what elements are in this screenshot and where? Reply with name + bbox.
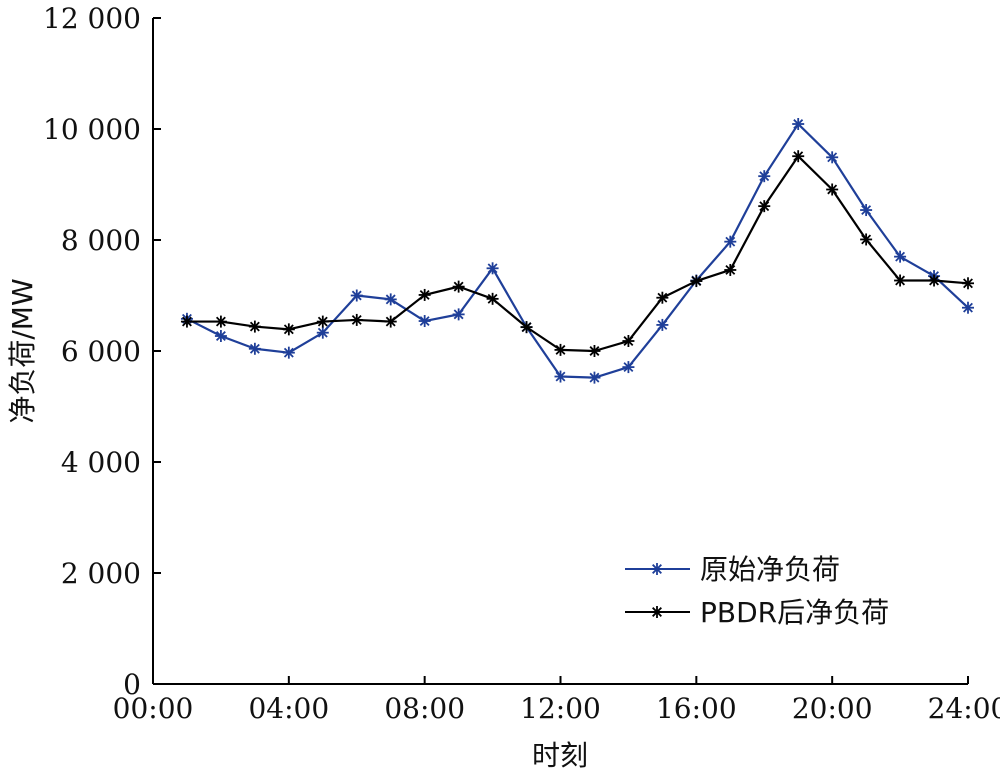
x-tick-label-6: 24:00 [928, 692, 1000, 725]
series-0-point-17 [758, 170, 771, 183]
series-1-point-17 [758, 200, 771, 213]
series-line-1 [186, 155, 969, 353]
series-1-point-1 [214, 315, 227, 328]
y-tick-label-3: 6 000 [61, 335, 141, 368]
series-1-point-20 [860, 233, 873, 246]
series-1-point-10 [520, 321, 533, 334]
x-axis-title: 时刻 [532, 739, 588, 772]
series-0-point-23 [962, 301, 974, 314]
legend-label-pbdr: PBDR后净负荷 [700, 596, 889, 629]
series-1-point-0 [180, 315, 193, 328]
y-tick-label-6: 12 000 [43, 2, 141, 35]
legend-marker-pbdr [651, 606, 663, 618]
series-1-point-16 [724, 263, 737, 276]
series-0-point-13 [622, 361, 635, 374]
series-0-point-11 [554, 370, 567, 383]
series-1-point-23 [962, 277, 974, 290]
x-tick-label-2: 08:00 [384, 692, 465, 725]
series-layer [180, 118, 974, 384]
legend-marker-symbol-1 [651, 606, 663, 618]
series-0-point-18 [792, 118, 805, 131]
series-1-point-5 [350, 313, 363, 326]
x-tick-label-3: 12:00 [520, 692, 601, 725]
series-1-point-19 [826, 183, 839, 196]
series-1-point-7 [418, 288, 431, 301]
series-0-point-14 [656, 318, 669, 331]
series-1-point-18 [792, 150, 805, 163]
y-tick-label-5: 10 000 [43, 113, 141, 146]
y-axis-ticks: 0 2 000 4 000 6 000 8 000 10 000 12 000 [43, 2, 161, 701]
series-1-point-12 [588, 345, 601, 357]
x-axis-ticks: 00:00 04:00 08:00 12:00 16:00 20:00 24:00 [113, 676, 1000, 725]
series-0-point-16 [724, 235, 737, 248]
series-0-point-5 [350, 289, 363, 302]
series-0-point-6 [384, 293, 397, 306]
series-0-point-8 [452, 308, 465, 321]
series-1-point-4 [316, 315, 329, 328]
series-1-point-9 [486, 292, 499, 305]
legend: 原始净负荷 PBDR后净负荷 [625, 553, 889, 629]
x-tick-label-5: 20:00 [792, 692, 873, 725]
series-0-point-9 [486, 262, 499, 275]
series-0-point-12 [588, 371, 601, 384]
series-0-point-4 [316, 326, 329, 339]
series-1-point-8 [452, 280, 465, 293]
series-1-point-3 [282, 323, 295, 336]
series-0-point-2 [248, 342, 261, 355]
series-0-point-7 [418, 315, 431, 328]
legend-marker-symbol-0 [651, 563, 663, 575]
legend-marker-original [651, 563, 663, 575]
series-line-0 [186, 122, 969, 379]
series-1-point-15 [690, 275, 703, 288]
series-0-point-1 [214, 330, 227, 343]
series-0-point-3 [282, 346, 295, 359]
series-1-point-2 [248, 320, 261, 333]
series-1-point-6 [384, 315, 397, 328]
series-1-point-14 [656, 291, 669, 304]
series-0-point-20 [860, 204, 873, 217]
y-tick-label-4: 8 000 [61, 224, 141, 257]
series-1-point-21 [894, 274, 907, 287]
y-tick-label-1: 2 000 [61, 557, 141, 590]
series-0-point-21 [894, 250, 907, 263]
series-0-point-19 [826, 151, 839, 164]
series-1-point-22 [928, 274, 941, 287]
legend-label-original: 原始净负荷 [700, 553, 840, 586]
y-tick-label-0: 0 [123, 668, 141, 701]
y-tick-label-2: 4 000 [61, 446, 141, 479]
x-tick-label-0: 00:00 [113, 692, 194, 725]
x-tick-label-4: 16:00 [656, 692, 737, 725]
series-1-point-11 [554, 343, 567, 356]
series-1-point-13 [622, 335, 635, 348]
y-axis-title: 净负荷/MW [6, 278, 39, 423]
x-tick-label-1: 04:00 [248, 692, 329, 725]
